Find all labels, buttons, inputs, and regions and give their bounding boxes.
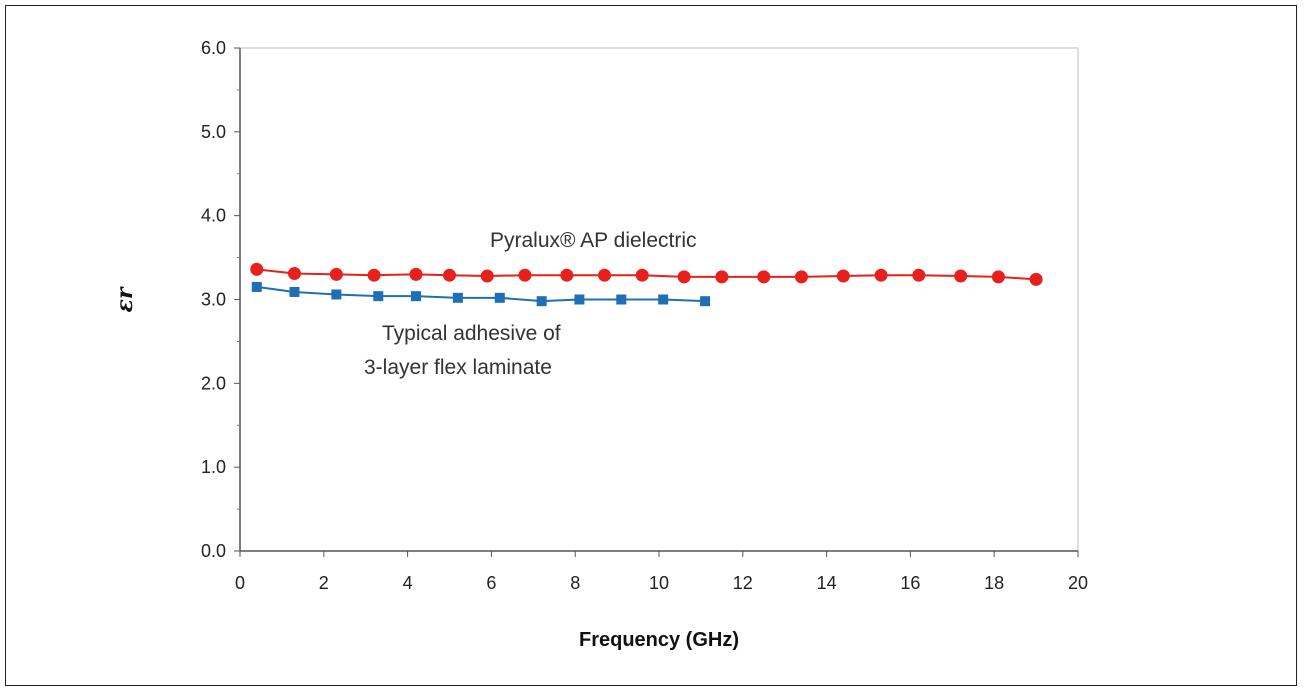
x-tick-label: 8	[570, 573, 580, 593]
data-point-1	[574, 294, 585, 305]
data-point-0	[912, 268, 926, 282]
data-point-1	[289, 286, 300, 297]
x-tick-label: 6	[486, 573, 496, 593]
x-tick-label: 18	[984, 573, 1004, 593]
data-point-1	[658, 294, 669, 305]
y-tick-label: 1.0	[201, 457, 226, 477]
data-point-0	[409, 267, 423, 281]
data-point-0	[560, 268, 574, 282]
data-point-0	[480, 269, 494, 283]
y-tick-label: 4.0	[201, 206, 226, 226]
annotation-pyralux: Pyralux® AP dielectric	[490, 229, 697, 252]
data-point-0	[991, 270, 1005, 284]
data-point-0	[443, 268, 456, 282]
series-line-1	[256, 285, 706, 303]
y-tick-label: 6.0	[201, 38, 226, 58]
data-point-0	[954, 269, 968, 283]
y-tick-label: 3.0	[201, 290, 226, 310]
data-point-0	[329, 267, 343, 281]
data-point-1	[331, 289, 342, 300]
x-tick-label: 0	[235, 573, 245, 593]
y-tick-label: 0.0	[201, 541, 226, 561]
data-point-0	[598, 268, 612, 282]
data-point-1	[373, 291, 384, 302]
data-point-0	[677, 270, 691, 284]
data-point-1	[616, 294, 627, 305]
data-point-1	[410, 291, 421, 302]
x-tick-label: 16	[900, 573, 920, 593]
annotation-adhesive-line1: Typical adhesive of	[382, 322, 561, 345]
data-point-0	[757, 270, 771, 284]
data-point-0	[715, 270, 729, 284]
data-point-0	[836, 269, 850, 283]
data-point-1	[494, 292, 505, 303]
x-tick-label: 2	[319, 573, 329, 593]
data-point-0	[874, 268, 888, 282]
x-tick-label: 20	[1068, 573, 1088, 593]
data-point-1	[452, 292, 463, 303]
y-tick-label: 2.0	[201, 373, 226, 393]
ticks-group: 0.0 1.0 2.0 3.0 4.0 5.0 6.0 0 2 4 6 8 10 12 14 16 18 20	[201, 38, 1088, 593]
data-point-0	[250, 262, 264, 276]
series-group	[250, 262, 1043, 307]
annotation-adhesive-line2: 3-layer flex laminate	[364, 356, 552, 379]
data-point-1	[536, 296, 547, 307]
data-point-1	[251, 281, 262, 292]
y-axis-title: εr	[112, 286, 138, 312]
x-tick-label: 4	[403, 573, 413, 593]
x-axis-title: Frequency (GHz)	[579, 629, 739, 651]
chart-frame	[5, 5, 1297, 686]
x-tick-label: 12	[733, 573, 753, 593]
data-point-0	[1029, 272, 1043, 286]
data-point-1	[700, 296, 711, 307]
data-point-0	[794, 270, 808, 284]
y-tick-label: 5.0	[201, 122, 226, 142]
x-tick-label: 10	[649, 573, 669, 593]
data-point-0	[635, 268, 649, 282]
x-tick-label: 14	[817, 573, 837, 593]
data-point-0	[518, 268, 532, 282]
data-point-0	[287, 267, 301, 281]
data-point-0	[367, 268, 381, 282]
